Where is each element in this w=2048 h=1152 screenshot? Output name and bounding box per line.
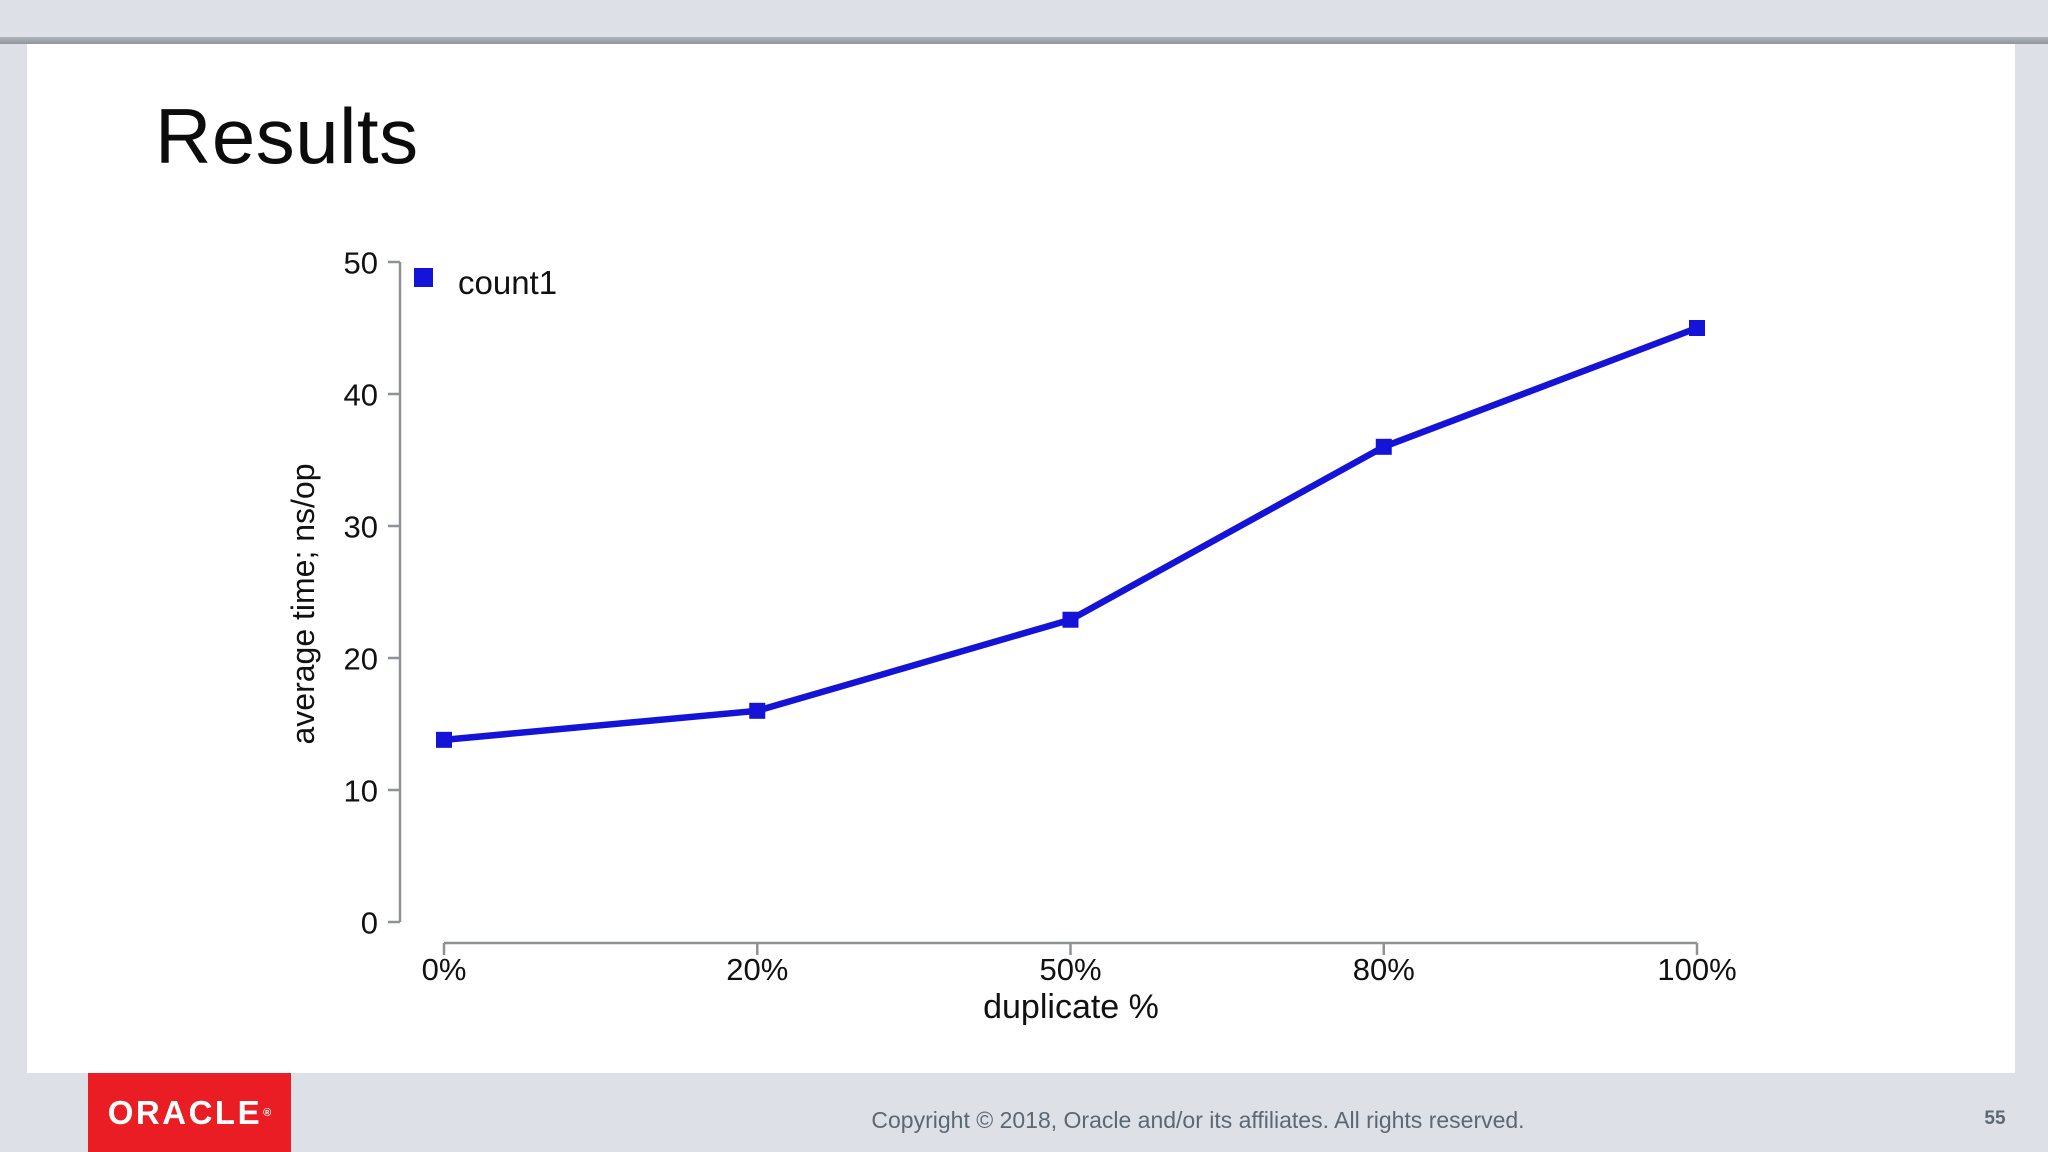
slide-canvas: Results	[27, 44, 2015, 1073]
oracle-logo-text: ORACLE	[107, 1093, 263, 1131]
footer-band	[0, 1073, 2048, 1152]
page-number: 55	[1984, 1108, 2006, 1129]
slide-title: Results	[155, 92, 419, 180]
oracle-logo: ORACLE ®	[88, 1073, 291, 1152]
slide-top-divider	[0, 37, 2048, 44]
copyright-text: Copyright © 2018, Oracle and/or its affi…	[871, 1107, 1525, 1133]
registered-mark: ®	[263, 1106, 272, 1119]
window-top-band	[0, 0, 2048, 37]
